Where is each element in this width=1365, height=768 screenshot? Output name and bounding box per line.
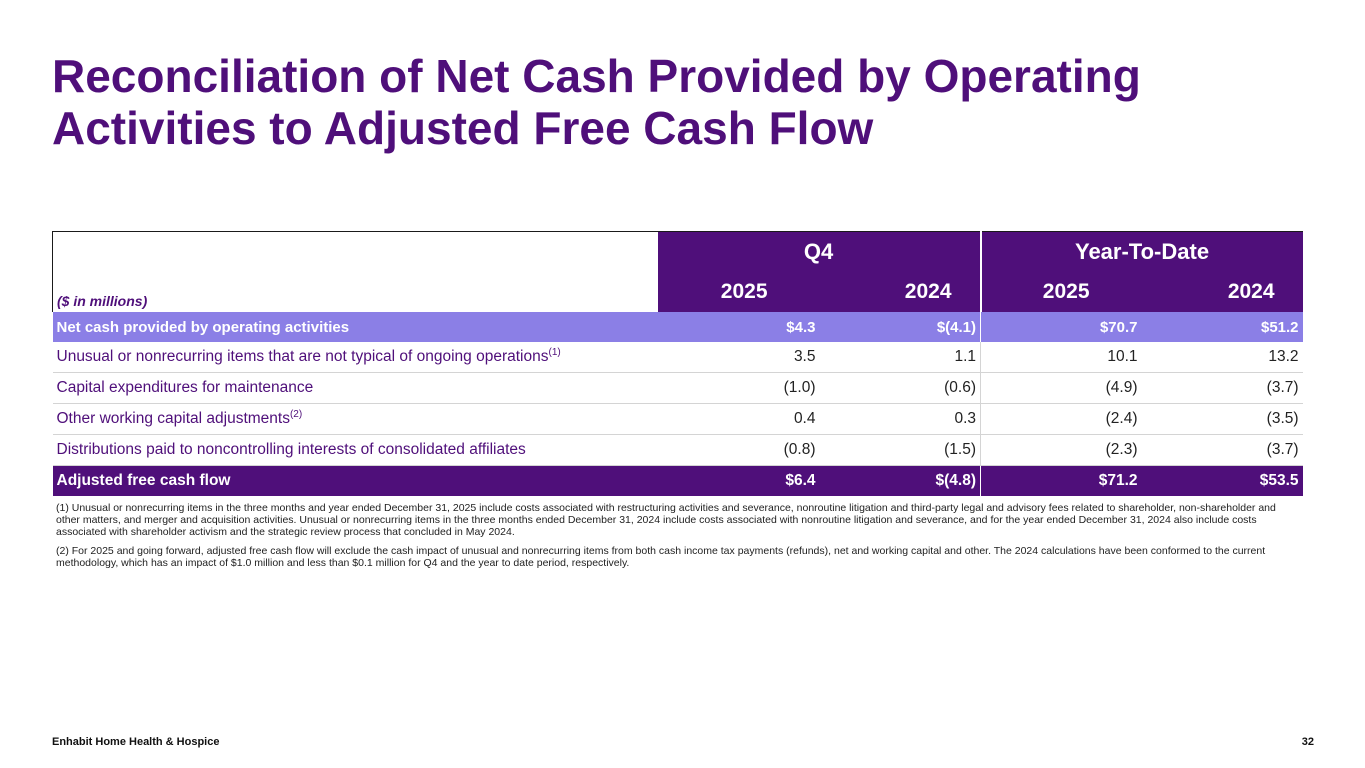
cell-ytd-2024: $51.2 — [1141, 312, 1303, 342]
cell-ytd-2025: $71.2 — [980, 465, 1142, 496]
row-label: Distributions paid to noncontrolling int… — [52, 434, 658, 466]
table-row-working-capital: Other working capital adjustments(2) 0.4… — [52, 403, 1303, 435]
year-header-ytd-2025: 2025 — [980, 271, 1142, 312]
reconciliation-table-container: Q4 Year-To-Date ($ in millions) 2025 202… — [52, 231, 1303, 496]
cell-ytd-2024: $53.5 — [1141, 465, 1303, 496]
row-label: Adjusted free cash flow — [52, 465, 658, 496]
cell-q4-2025: (0.8) — [657, 434, 820, 466]
cell-q4-2024: $(4.8) — [819, 465, 982, 496]
reconciliation-table: Q4 Year-To-Date ($ in millions) 2025 202… — [52, 231, 1303, 496]
year-header-q4-2025: 2025 — [657, 271, 820, 312]
cell-q4-2025: $6.4 — [657, 465, 820, 496]
cell-q4-2025: 0.4 — [657, 403, 820, 435]
cell-q4-2024: 0.3 — [819, 403, 982, 435]
cell-q4-2025: $4.3 — [657, 312, 820, 342]
footnote-ref: (2) — [289, 409, 303, 421]
group-header-ytd: Year-To-Date — [980, 231, 1303, 271]
unit-label: ($ in millions) — [52, 271, 658, 312]
cell-ytd-2025: (2.3) — [980, 434, 1142, 466]
cell-ytd-2025: $70.7 — [980, 312, 1142, 342]
table-row-net-cash: Net cash provided by operating activitie… — [52, 312, 1303, 342]
table-row-unusual-items: Unusual or nonrecurring items that are n… — [52, 342, 1303, 373]
table-year-header-row: ($ in millions) 2025 2024 2025 2024 — [52, 271, 1303, 312]
cell-ytd-2025: (2.4) — [980, 403, 1142, 435]
row-label: Unusual or nonrecurring items that are n… — [52, 342, 658, 373]
year-header-ytd-2024: 2024 — [1141, 271, 1303, 312]
group-header-q4: Q4 — [657, 231, 982, 271]
table-group-header-row: Q4 Year-To-Date — [52, 231, 1303, 271]
year-header-q4-2024: 2024 — [819, 271, 982, 312]
table-row-distributions: Distributions paid to noncontrolling int… — [52, 434, 1303, 466]
cell-q4-2024: $(4.1) — [819, 312, 982, 342]
cell-q4-2025: 3.5 — [657, 342, 820, 373]
cell-q4-2024: (1.5) — [819, 434, 982, 466]
cell-ytd-2024: (3.5) — [1141, 403, 1303, 435]
table-row-adjusted-fcf: Adjusted free cash flow $6.4 $(4.8) $71.… — [52, 465, 1303, 496]
row-label: Capital expenditures for maintenance — [52, 372, 658, 404]
cell-q4-2024: (0.6) — [819, 372, 982, 404]
footnotes: (1) Unusual or nonrecurring items in the… — [56, 502, 1301, 576]
cell-ytd-2025: 10.1 — [980, 342, 1142, 373]
page-title: Reconciliation of Net Cash Provided by O… — [52, 50, 1141, 154]
row-label: Net cash provided by operating activitie… — [52, 312, 658, 342]
cell-ytd-2024: (3.7) — [1141, 434, 1303, 466]
footer-page-number: 32 — [1301, 736, 1314, 748]
row-label: Other working capital adjustments(2) — [52, 403, 658, 435]
cell-ytd-2025: (4.9) — [980, 372, 1142, 404]
cell-q4-2024: 1.1 — [819, 342, 982, 373]
footnote-2: (2) For 2025 and going forward, adjusted… — [56, 545, 1266, 569]
cell-ytd-2024: 13.2 — [1141, 342, 1303, 373]
cell-q4-2025: (1.0) — [657, 372, 820, 404]
footnote-1: (1) Unusual or nonrecurring items in the… — [56, 502, 1276, 538]
cell-ytd-2024: (3.7) — [1141, 372, 1303, 404]
footnote-ref: (1) — [548, 347, 561, 359]
table-row-capex: Capital expenditures for maintenance (1.… — [52, 372, 1303, 404]
footer-company-name: Enhabit Home Health & Hospice — [52, 736, 220, 748]
